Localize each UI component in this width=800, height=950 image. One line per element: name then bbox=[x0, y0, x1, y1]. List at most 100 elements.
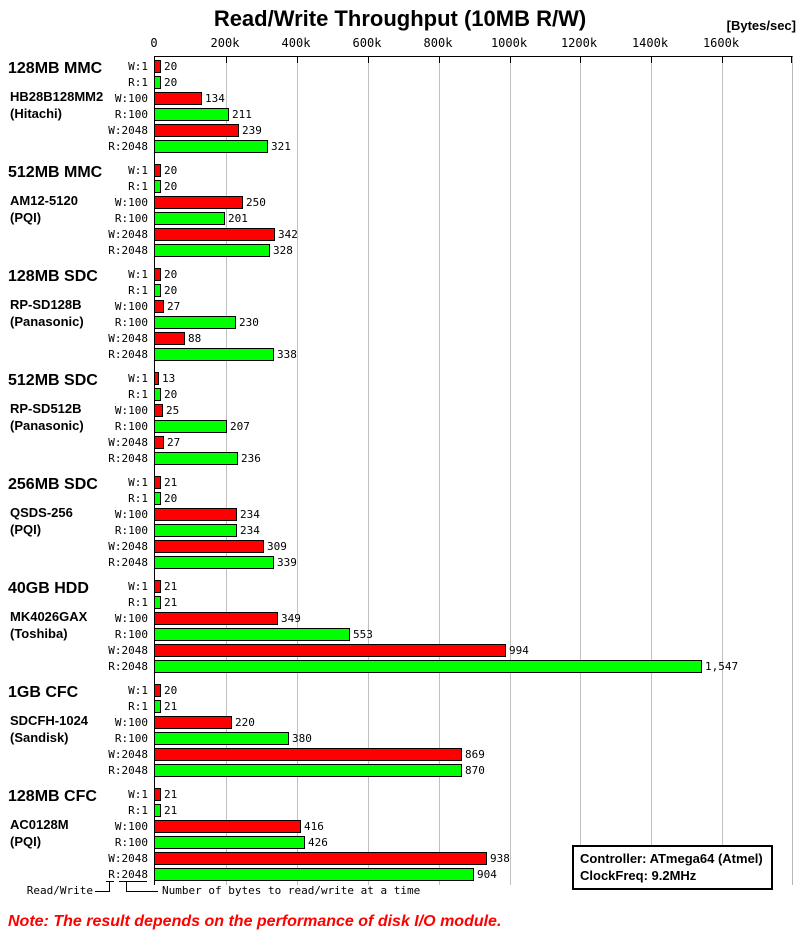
write-bar bbox=[154, 195, 243, 209]
bar-row: W:100 349 bbox=[0, 610, 800, 626]
axis-tick bbox=[791, 57, 792, 63]
read-bar bbox=[154, 347, 274, 361]
axis-tick bbox=[510, 57, 511, 63]
bar-value-label: 25 bbox=[166, 403, 180, 417]
bar-category-label: R:1 bbox=[128, 387, 148, 401]
device-group: 40GB HDD MK4026GAX (Toshiba) W:1 21 R:1 21 W:10… bbox=[0, 578, 800, 674]
x-tick-label: 200k bbox=[210, 36, 240, 50]
bar-category-label: W:1 bbox=[128, 787, 148, 801]
device-vendor: (PQI) bbox=[10, 522, 42, 537]
bar-row: W:1 13 bbox=[0, 370, 800, 386]
bar-value-label: 21 bbox=[164, 579, 178, 593]
gridline bbox=[580, 57, 581, 885]
gridline bbox=[651, 57, 652, 885]
bar-category-label: W:1 bbox=[128, 579, 148, 593]
read-bar bbox=[154, 627, 350, 641]
connector-horizontal-bytes bbox=[126, 891, 158, 892]
bar-category-label: R:100 bbox=[114, 107, 148, 121]
write-bar bbox=[154, 475, 161, 489]
bar-category-label: R:100 bbox=[114, 835, 148, 849]
device-name: 512MB SDC bbox=[8, 372, 98, 389]
device-name: 128MB CFC bbox=[8, 788, 97, 805]
device-group: 128MB MMC HB28B128MM2 (Hitachi) W:1 20 R:1 20 W… bbox=[0, 58, 800, 154]
read-bar bbox=[154, 595, 161, 609]
device-vendor: (Sandisk) bbox=[10, 730, 69, 745]
bar-row: R:2048 321 bbox=[0, 138, 800, 154]
write-bar bbox=[154, 299, 164, 313]
bar-category-label: W:1 bbox=[128, 371, 148, 385]
bar-value-label: 349 bbox=[281, 611, 301, 625]
bar-value-label: 20 bbox=[164, 163, 178, 177]
bar-value-label: 21 bbox=[164, 699, 178, 713]
x-tick-label: 1600k bbox=[702, 36, 740, 50]
bar-row: R:2048 870 bbox=[0, 762, 800, 778]
legend-bytes-at-a-time: Number of bytes to read/write at a time bbox=[162, 884, 421, 897]
bar-value-label: 27 bbox=[167, 299, 181, 313]
bar-category-label: W:1 bbox=[128, 163, 148, 177]
axis-tick bbox=[439, 57, 440, 63]
gridline bbox=[439, 57, 440, 885]
device-group: 256MB SDC QSDS-256 (PQI) W:1 21 R:1 20 W:100 234… bbox=[0, 474, 800, 570]
read-bar bbox=[154, 211, 225, 225]
x-tick-label: 800k bbox=[423, 36, 453, 50]
bar-row: R:100 234 bbox=[0, 522, 800, 538]
bar-category-label: W:100 bbox=[114, 91, 148, 105]
bar-value-label: 338 bbox=[277, 347, 297, 361]
underline-read-write bbox=[106, 881, 114, 882]
bar-row: R:1 20 bbox=[0, 386, 800, 402]
legend-read-write: Read/Write bbox=[26, 884, 93, 897]
bar-value-label: 21 bbox=[164, 595, 178, 609]
bar-row: R:100 230 bbox=[0, 314, 800, 330]
bar-row: W:2048 309 bbox=[0, 538, 800, 554]
bar-value-label: 994 bbox=[509, 643, 529, 657]
bar-row: R:1 20 bbox=[0, 282, 800, 298]
bar-value-label: 220 bbox=[235, 715, 255, 729]
bar-value-label: 20 bbox=[164, 179, 178, 193]
bar-value-label: 230 bbox=[239, 315, 259, 329]
write-bar bbox=[154, 371, 159, 385]
bar-category-label: W:2048 bbox=[108, 643, 148, 657]
bar-row: W:2048 239 bbox=[0, 122, 800, 138]
device-name: 1GB CFC bbox=[8, 684, 79, 701]
bar-category-label: R:100 bbox=[114, 211, 148, 225]
bar-value-label: 250 bbox=[246, 195, 266, 209]
device-vendor: (PQI) bbox=[10, 210, 42, 225]
device-group: 512MB SDC RP-SD512B (Panasonic) W:1 13 R:1 20 W… bbox=[0, 370, 800, 466]
bar-row: W:2048 342 bbox=[0, 226, 800, 242]
bar-category-label: R:1 bbox=[128, 179, 148, 193]
bar-row: R:2048 236 bbox=[0, 450, 800, 466]
write-bar bbox=[154, 163, 161, 177]
read-bar bbox=[154, 659, 702, 673]
device-group: 128MB CFC AC0128M (PQI) W:1 21 R:1 21 W:100 416 R… bbox=[0, 786, 800, 882]
write-bar bbox=[154, 59, 161, 73]
device-name: 40GB HDD bbox=[8, 580, 89, 597]
write-bar bbox=[154, 227, 275, 241]
bar-row: W:1 20 bbox=[0, 58, 800, 74]
bar-category-label: R:1 bbox=[128, 283, 148, 297]
read-bar bbox=[154, 699, 161, 713]
bar-category-label: W:1 bbox=[128, 267, 148, 281]
bar-category-label: R:2048 bbox=[108, 139, 148, 153]
bar-row: R:1 21 bbox=[0, 698, 800, 714]
chart-title: Read/Write Throughput (10MB R/W) bbox=[213, 6, 587, 31]
bar-value-label: 21 bbox=[164, 803, 178, 817]
bar-row: R:2048 904 bbox=[0, 866, 800, 882]
bar-row: R:2048 339 bbox=[0, 554, 800, 570]
bar-value-label: 13 bbox=[162, 371, 176, 385]
write-bar bbox=[154, 715, 232, 729]
bar-category-label: W:2048 bbox=[108, 123, 148, 137]
bar-category-label: W:2048 bbox=[108, 539, 148, 553]
underline-bytes bbox=[119, 881, 147, 882]
bar-groups: 128MB MMC HB28B128MM2 (Hitachi) W:1 20 R:1 20 W… bbox=[0, 58, 800, 890]
bar-row: R:1 21 bbox=[0, 802, 800, 818]
read-bar bbox=[154, 731, 289, 745]
bar-value-label: 236 bbox=[241, 451, 261, 465]
bar-row: W:1 21 bbox=[0, 578, 800, 594]
bar-category-label: W:1 bbox=[128, 59, 148, 73]
device-vendor: (Hitachi) bbox=[10, 106, 62, 121]
bar-value-label: 20 bbox=[164, 683, 178, 697]
write-bar bbox=[154, 91, 202, 105]
bar-category-label: R:2048 bbox=[108, 243, 148, 257]
axis-tick bbox=[297, 57, 298, 63]
bar-value-label: 201 bbox=[228, 211, 248, 225]
